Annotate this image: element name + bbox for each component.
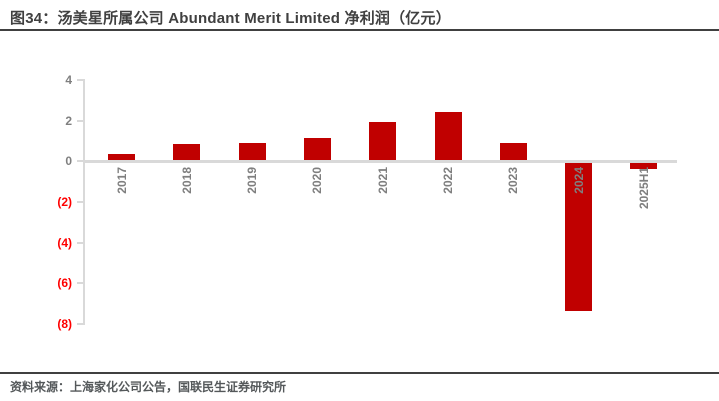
category-label-2017: 2017 xyxy=(114,167,129,195)
footer-separator-line xyxy=(0,372,719,374)
y-axis-tick xyxy=(77,323,85,325)
y-tick-label: 0 xyxy=(65,154,72,169)
category-label-2021: 2021 xyxy=(375,167,390,195)
y-axis-tick xyxy=(77,201,85,203)
x-axis-zero-line xyxy=(83,159,677,163)
y-axis-tick xyxy=(77,241,85,244)
figure-title: 图34：汤美星所属公司 Abundant Merit Limited 净利润（亿… xyxy=(10,10,451,27)
y-tick-label: 4 xyxy=(65,73,72,87)
category-label-2020: 2020 xyxy=(310,167,325,195)
y-axis-tick xyxy=(77,282,85,285)
y-axis-tick xyxy=(77,79,85,81)
y-tick-label: (8) xyxy=(57,317,72,331)
category-label-2022: 2022 xyxy=(441,167,455,195)
category-label-2019: 2019 xyxy=(245,167,260,195)
source-note: 资料来源：上海家化公司公告，国联民生证券研究所 xyxy=(10,380,287,394)
bar-2025H1 xyxy=(630,162,658,169)
title-separator-line xyxy=(0,29,719,31)
category-label-2023: 2023 xyxy=(506,167,521,195)
y-axis-tick xyxy=(77,119,85,122)
bar-2023 xyxy=(499,142,527,160)
y-tick-label: 2 xyxy=(65,113,72,128)
bar-2024 xyxy=(565,162,593,312)
bar-2021 xyxy=(369,122,397,160)
bar-2022 xyxy=(434,112,462,160)
y-tick-label: (6) xyxy=(57,276,72,291)
y-tick-label: (2) xyxy=(57,195,72,209)
category-label-2024: 2024 xyxy=(571,167,586,195)
bar-2019 xyxy=(238,142,266,160)
bar-2018 xyxy=(173,143,201,160)
bar-2017 xyxy=(108,153,135,160)
bar-2020 xyxy=(303,138,331,160)
category-label-2018: 2018 xyxy=(179,167,194,195)
y-tick-label: (4) xyxy=(57,235,72,250)
y-axis-tick xyxy=(77,160,85,163)
category-label-2025H1: 2025H1 xyxy=(636,167,651,210)
